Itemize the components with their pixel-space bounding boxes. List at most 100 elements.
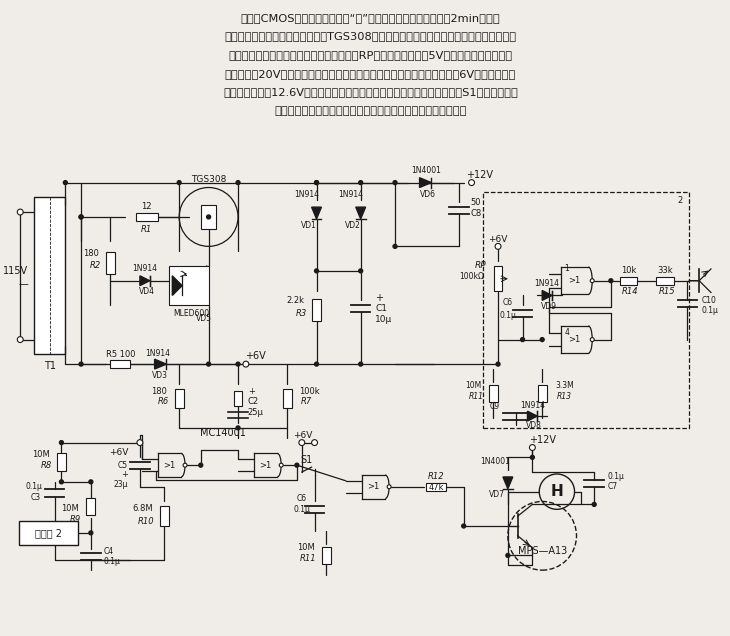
Text: 33k: 33k bbox=[657, 266, 672, 275]
Text: R14: R14 bbox=[622, 287, 639, 296]
Text: 1N914: 1N914 bbox=[294, 190, 319, 199]
Circle shape bbox=[315, 181, 318, 184]
Text: 180: 180 bbox=[82, 249, 99, 258]
Text: R8: R8 bbox=[40, 460, 52, 469]
Text: C6: C6 bbox=[297, 494, 307, 503]
Circle shape bbox=[137, 439, 143, 446]
Circle shape bbox=[89, 531, 93, 535]
Circle shape bbox=[177, 181, 181, 184]
Circle shape bbox=[312, 439, 318, 446]
Text: VD9: VD9 bbox=[541, 301, 557, 311]
Text: >1: >1 bbox=[164, 460, 175, 469]
Circle shape bbox=[207, 362, 210, 366]
Bar bbox=[174, 389, 183, 408]
Text: 1N914: 1N914 bbox=[534, 279, 560, 288]
Circle shape bbox=[236, 181, 240, 184]
Text: +: + bbox=[248, 387, 255, 396]
Text: R10: R10 bbox=[138, 516, 155, 525]
Text: R6: R6 bbox=[158, 397, 169, 406]
Polygon shape bbox=[542, 291, 552, 300]
Text: 25μ: 25μ bbox=[248, 408, 264, 417]
Text: R12: R12 bbox=[428, 473, 445, 481]
Circle shape bbox=[358, 269, 363, 273]
Polygon shape bbox=[528, 411, 537, 421]
Polygon shape bbox=[172, 276, 182, 296]
Text: 1N4001: 1N4001 bbox=[480, 457, 510, 466]
Bar bbox=[426, 483, 446, 491]
Circle shape bbox=[358, 181, 363, 184]
Text: +6V: +6V bbox=[293, 431, 312, 440]
Bar bbox=[656, 277, 674, 285]
Text: 1N914: 1N914 bbox=[132, 265, 158, 273]
Text: VD8: VD8 bbox=[526, 422, 542, 431]
Text: C9: C9 bbox=[490, 402, 500, 411]
Bar bbox=[57, 453, 66, 471]
Text: R11: R11 bbox=[469, 392, 483, 401]
Bar bbox=[201, 205, 217, 229]
Polygon shape bbox=[140, 276, 150, 286]
Bar bbox=[106, 252, 115, 274]
Circle shape bbox=[520, 338, 525, 342]
Text: C7: C7 bbox=[608, 482, 618, 491]
Text: 1N914: 1N914 bbox=[520, 401, 545, 410]
Circle shape bbox=[469, 179, 475, 186]
Circle shape bbox=[540, 338, 544, 342]
Circle shape bbox=[393, 244, 397, 248]
Text: 10M: 10M bbox=[32, 450, 50, 459]
Circle shape bbox=[506, 553, 510, 557]
Text: 6.8M: 6.8M bbox=[132, 504, 153, 513]
Circle shape bbox=[531, 455, 534, 459]
Text: VD2: VD2 bbox=[345, 221, 361, 230]
Text: 传感器 2: 传感器 2 bbox=[35, 528, 62, 538]
Bar bbox=[538, 385, 547, 403]
Text: 1N914: 1N914 bbox=[145, 349, 170, 358]
Text: 4: 4 bbox=[564, 328, 569, 337]
Text: 10M: 10M bbox=[297, 543, 315, 552]
Text: S1: S1 bbox=[301, 455, 313, 466]
Text: +6V: +6V bbox=[245, 351, 266, 361]
Bar bbox=[234, 391, 242, 406]
Circle shape bbox=[387, 485, 391, 488]
Circle shape bbox=[462, 524, 466, 528]
Bar bbox=[169, 266, 209, 305]
Text: C3: C3 bbox=[31, 493, 41, 502]
Text: >1: >1 bbox=[569, 276, 580, 285]
Text: MC14001: MC14001 bbox=[200, 428, 246, 438]
Text: 0.1μ: 0.1μ bbox=[293, 505, 310, 514]
Text: 0.1μ: 0.1μ bbox=[701, 306, 718, 315]
Text: R15: R15 bbox=[658, 287, 675, 296]
Text: +: + bbox=[121, 471, 128, 480]
Text: C1: C1 bbox=[375, 303, 388, 313]
Text: C5: C5 bbox=[118, 460, 128, 469]
Bar bbox=[493, 266, 502, 291]
Text: 115V: 115V bbox=[3, 266, 28, 276]
Circle shape bbox=[315, 362, 318, 366]
Circle shape bbox=[243, 361, 249, 367]
Text: +6V: +6V bbox=[109, 448, 128, 457]
Bar bbox=[488, 385, 498, 403]
Bar bbox=[620, 277, 637, 285]
Circle shape bbox=[592, 502, 596, 506]
Text: VD4: VD4 bbox=[139, 287, 155, 296]
Text: H: H bbox=[550, 484, 564, 499]
Text: 50: 50 bbox=[471, 198, 481, 207]
Text: 100kΩ: 100kΩ bbox=[459, 272, 484, 281]
Text: C8: C8 bbox=[471, 209, 482, 219]
Text: 180: 180 bbox=[152, 387, 167, 396]
Text: 0.1μ: 0.1μ bbox=[499, 310, 516, 319]
Text: 1N4001: 1N4001 bbox=[412, 167, 442, 176]
Circle shape bbox=[496, 362, 500, 366]
Polygon shape bbox=[356, 207, 366, 219]
Text: RP: RP bbox=[474, 261, 486, 270]
Text: 3.3M: 3.3M bbox=[555, 381, 574, 391]
Text: MPS—A13: MPS—A13 bbox=[518, 546, 566, 555]
Text: VD7: VD7 bbox=[489, 490, 505, 499]
Text: 1: 1 bbox=[564, 265, 569, 273]
Text: 10M: 10M bbox=[61, 504, 79, 513]
Circle shape bbox=[591, 338, 594, 342]
Circle shape bbox=[591, 279, 594, 282]
Text: MLED600: MLED600 bbox=[173, 308, 209, 317]
Text: C4: C4 bbox=[104, 547, 114, 556]
Circle shape bbox=[280, 463, 283, 467]
Circle shape bbox=[236, 426, 240, 430]
